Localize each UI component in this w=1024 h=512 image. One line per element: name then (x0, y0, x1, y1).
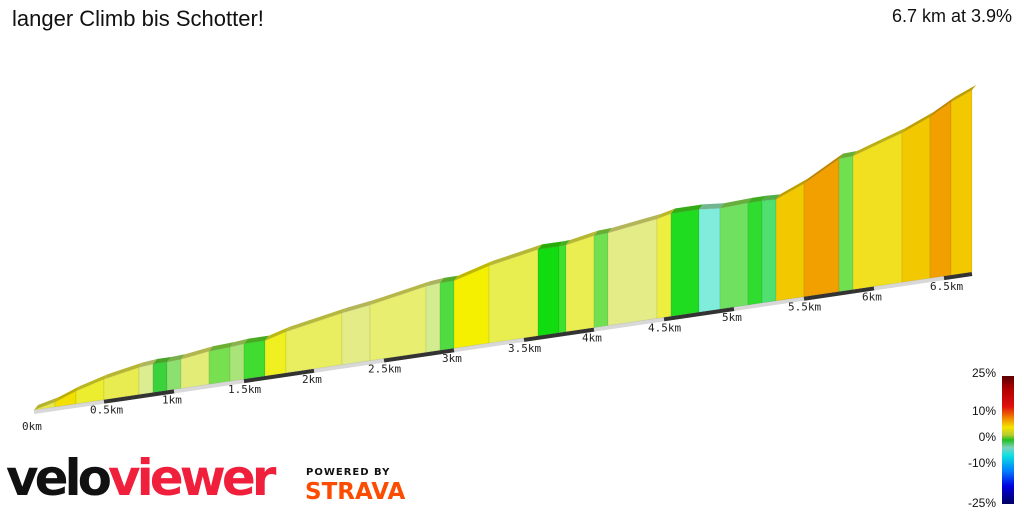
distance-tick-label: 5.5km (788, 301, 821, 314)
gradient-color-scale (1002, 376, 1014, 504)
gradient-segment (558, 244, 567, 334)
gradient-segment (901, 116, 931, 283)
legend-label-10: 10% (971, 404, 996, 418)
gradient-segment (166, 358, 182, 391)
gradient-segment (138, 363, 154, 395)
gradient-segment (698, 207, 721, 313)
gradient-segment (838, 155, 854, 292)
gradient-segment (537, 245, 560, 337)
legend-label-0: 0% (978, 430, 996, 444)
gradient-segment (761, 199, 777, 304)
gradient-segment (593, 232, 609, 328)
gradient-segment (488, 249, 539, 344)
gradient-segment (950, 89, 973, 276)
gradient-segment (775, 182, 805, 302)
legend-label-25: 25% (971, 366, 996, 380)
distance-tick-label: 1km (162, 393, 182, 406)
distance-tick-label: 3.5km (508, 342, 541, 355)
distance-tick-label: 0.5km (90, 404, 123, 417)
distance-tick-label: 3km (442, 352, 462, 365)
gradient-legend: 25% 10% 0% -10% -25% (940, 366, 1024, 512)
gradient-segment (656, 213, 672, 319)
gradient-segment (852, 132, 903, 290)
legend-label-neg25: -25% (967, 496, 996, 510)
gradient-segment (208, 346, 231, 385)
distance-tick-label: 1.5km (228, 383, 261, 396)
distance-tick-label: 4.5km (648, 321, 681, 334)
gradient-segment (425, 282, 441, 353)
gradient-segment (369, 285, 427, 361)
gradient-segment (929, 101, 952, 279)
gradient-segment (341, 304, 371, 366)
gradient-segment (439, 280, 455, 351)
distance-tick-label: 2km (302, 373, 322, 386)
distance-tick-label: 0km (22, 420, 42, 433)
segment-summary: 6.7 km at 3.9% (891, 6, 1012, 26)
gradient-segment (243, 340, 266, 380)
gradient-segment (670, 209, 700, 317)
veloviewer-logo: veloviewer (6, 449, 276, 507)
segment-title: langer Climb bis Schotter! (12, 6, 264, 31)
gradient-segment (607, 218, 658, 326)
gradient-segment (229, 343, 245, 382)
gradient-segment (747, 200, 763, 306)
distance-tick-label: 5km (722, 311, 742, 324)
distance-tick-label: 6.5km (930, 280, 963, 293)
gradient-segment (565, 235, 595, 333)
distance-tick-label: 6km (862, 290, 882, 303)
strava-logo: STRAVA (305, 479, 406, 505)
legend-label-neg10: -10% (967, 456, 996, 470)
distance-tick-label: 4km (582, 332, 602, 345)
gradient-segment (152, 361, 168, 393)
powered-by-label: POWERED BY (306, 467, 391, 478)
gradient-segment (719, 202, 749, 310)
distance-tick-label: 2.5km (368, 363, 401, 376)
